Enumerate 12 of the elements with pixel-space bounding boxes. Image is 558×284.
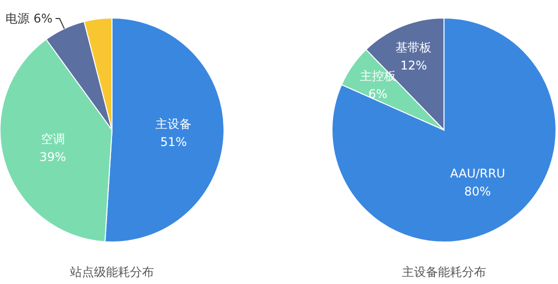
text: 主设备能耗分布 [402,265,486,279]
data-label: 80% [464,184,491,199]
slice-label: 基带板 [396,40,432,54]
text: 站点级能耗分布 [70,265,154,279]
data-label: 39% [40,150,66,164]
slice-label: 主设备 [156,116,192,131]
data-label: 51% [160,134,187,149]
data-label: 6% [368,86,388,101]
data-label: 12% [400,58,428,72]
slice-label: 电源 6% [6,12,53,26]
slice-label: 空调 [40,132,65,146]
slice-label: AAU/RRU [450,166,506,181]
